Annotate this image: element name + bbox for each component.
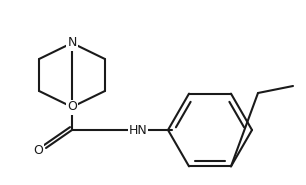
Text: HN: HN	[129, 124, 147, 137]
Text: O: O	[33, 144, 43, 157]
Text: N: N	[67, 36, 77, 50]
Text: O: O	[67, 100, 77, 114]
